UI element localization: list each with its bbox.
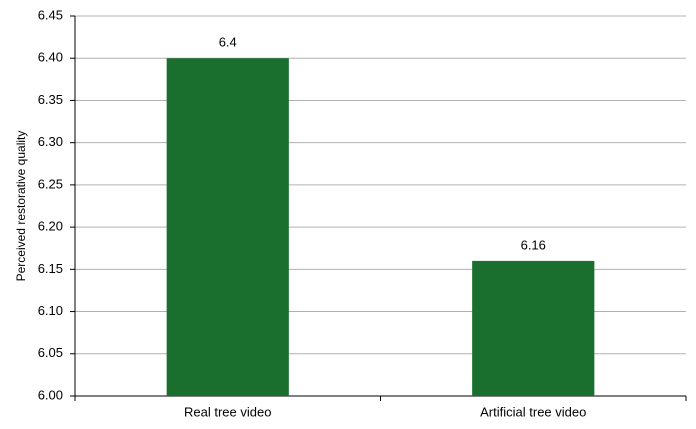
bar xyxy=(472,260,595,396)
y-tick-label: 6.35 xyxy=(38,92,63,107)
x-tick-label: Artificial tree video xyxy=(480,404,586,419)
x-tick-label: Real tree video xyxy=(184,404,271,419)
y-tick-label: 6.00 xyxy=(38,387,63,402)
value-label: 6.4 xyxy=(219,35,237,50)
y-axis-title: Perceived restorative quality xyxy=(14,131,28,282)
bar xyxy=(166,58,289,396)
value-label: 6.16 xyxy=(521,237,546,252)
y-tick-label: 6.30 xyxy=(38,134,63,149)
y-tick-label: 6.25 xyxy=(38,176,63,191)
y-tick-label: 6.10 xyxy=(38,303,63,318)
y-tick-label: 6.15 xyxy=(38,261,63,276)
y-tick-label: 6.45 xyxy=(38,7,63,22)
y-tick-label: 6.05 xyxy=(38,345,63,360)
y-tick-label: 6.20 xyxy=(38,219,63,234)
y-tick-label: 6.40 xyxy=(38,50,63,65)
